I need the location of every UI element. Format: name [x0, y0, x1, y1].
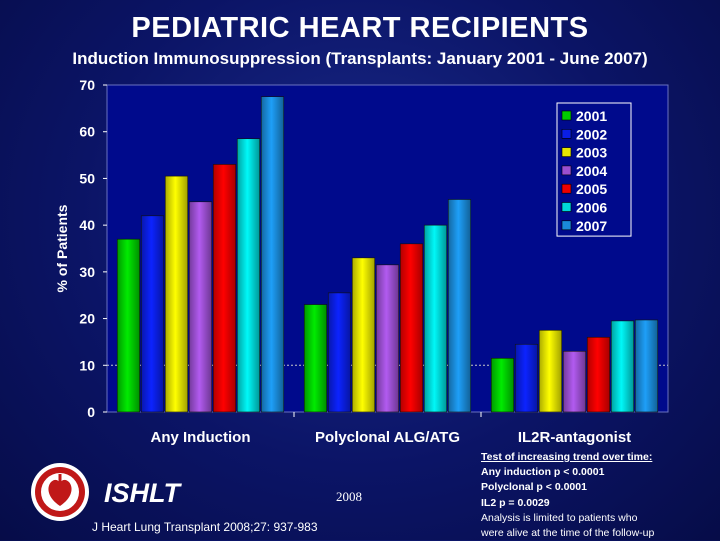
bar-2006-2: [610, 320, 635, 413]
legend-swatch-2004: [561, 165, 572, 176]
y-tick-label: 40: [79, 217, 95, 233]
y-tick-label: 30: [79, 264, 95, 280]
bar-2006-0: [236, 138, 261, 413]
bar-2007-1: [447, 199, 472, 413]
bar-2003-0: [164, 175, 189, 413]
chart-subtitle: Induction Immunosuppression (Transplants…: [72, 49, 648, 68]
y-tick-label: 10: [79, 357, 95, 373]
legend-swatch-2001: [561, 110, 572, 121]
trend-test-notes: Test of increasing trend over time: Any …: [481, 450, 716, 541]
bar-2005-2: [586, 336, 611, 413]
bar-2005-1: [399, 243, 424, 413]
x-category-label: Polyclonal ALG/ATG: [315, 429, 460, 446]
bar-2007-2: [634, 319, 659, 413]
legend-label-2002: 2002: [576, 126, 607, 142]
citation: J Heart Lung Transplant 2008;27: 937-983: [92, 520, 318, 534]
bar-2004-0: [188, 201, 213, 413]
legend-swatch-2007: [561, 220, 572, 231]
bar-2004-1: [375, 264, 400, 413]
legend-label-2003: 2003: [576, 145, 607, 161]
legend-swatch-2005: [561, 183, 572, 194]
legend-swatch-2003: [561, 147, 572, 157]
analysis-caveat-1: Analysis is limited to patients who: [481, 511, 638, 524]
bar-2002-2: [514, 343, 539, 413]
y-axis-label: % of Patients: [54, 204, 70, 292]
x-category-label: Any Induction: [151, 429, 251, 446]
y-tick-label: 50: [79, 170, 95, 186]
bar-2006-1: [423, 224, 448, 413]
legend-label-2007: 2007: [576, 218, 607, 234]
legend-label-2005: 2005: [576, 181, 607, 197]
legend-label-2006: 2006: [576, 200, 607, 216]
x-category-label: IL2R-antagonist: [518, 429, 631, 446]
legend-swatch-2002: [561, 129, 572, 139]
trend-test-heading: Test of increasing trend over time:: [481, 451, 653, 463]
bar-2001-2: [490, 357, 515, 413]
bar-2002-1: [327, 292, 352, 413]
bar-2003-1: [351, 257, 376, 413]
report-year: 2008: [336, 489, 362, 504]
bar-2001-1: [303, 304, 328, 413]
bar-2003-2: [538, 329, 563, 413]
analysis-caveat-2: were alive at the time of the follow-up: [481, 527, 655, 540]
trend-test-polyclonal: Polyclonal p < 0.0001: [481, 481, 587, 494]
legend-label-2004: 2004: [576, 163, 607, 179]
bar-2004-2: [562, 350, 587, 413]
y-tick-label: 60: [79, 124, 95, 140]
bar-2007-0: [260, 96, 285, 413]
y-tick-label: 0: [87, 404, 95, 420]
legend-swatch-2006: [561, 202, 572, 212]
trend-test-any-induction: Any induction p < 0.0001: [481, 466, 605, 479]
ishlt-logo-icon: [31, 463, 89, 521]
y-tick-label: 20: [79, 311, 95, 327]
chart-title: PEDIATRIC HEART RECIPIENTS: [131, 12, 589, 44]
bar-2002-0: [140, 215, 165, 413]
bar-2001-0: [116, 238, 141, 413]
y-tick-label: 70: [79, 77, 95, 93]
org-name: ISHLT: [104, 478, 180, 508]
legend-label-2001: 2001: [576, 108, 607, 124]
bar-2005-0: [212, 164, 237, 413]
trend-test-il2: IL2 p = 0.0029: [481, 496, 550, 509]
